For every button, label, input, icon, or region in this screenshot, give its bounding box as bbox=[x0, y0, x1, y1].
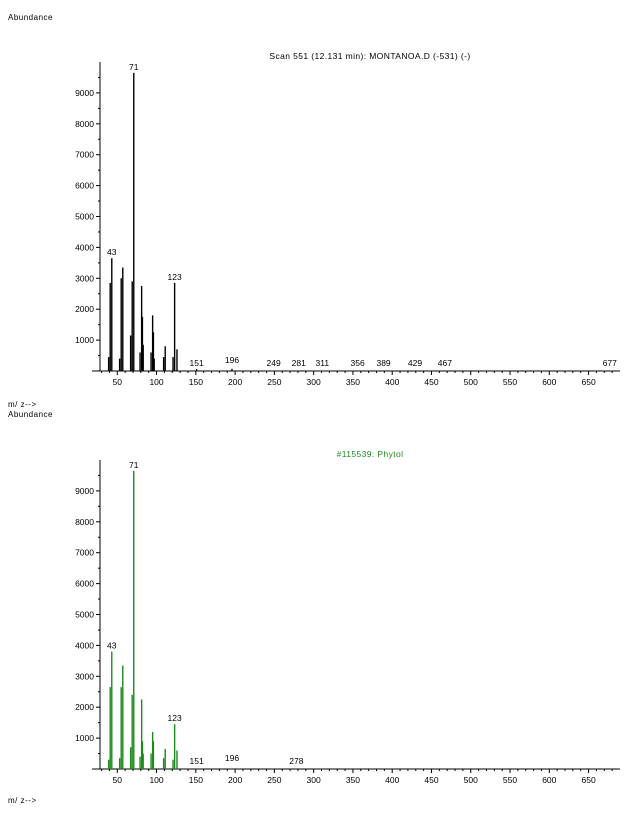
bottom-y-tick-label: 5000 bbox=[75, 610, 94, 620]
top-peak-label-249: 249 bbox=[267, 358, 281, 368]
top-peak-label-151: 151 bbox=[190, 358, 204, 368]
bottom-x-tick-label: 650 bbox=[581, 775, 595, 785]
top-x-tick-label: 150 bbox=[189, 377, 203, 387]
bottom-peak-label-278: 278 bbox=[289, 756, 303, 766]
bottom-x-tick-label: 500 bbox=[464, 775, 478, 785]
top-x-tick-label: 100 bbox=[149, 377, 163, 387]
bottom-x-tick-label: 600 bbox=[542, 775, 556, 785]
top-ylabel: Abundance bbox=[8, 13, 53, 22]
top-y-tick-label: 6000 bbox=[75, 181, 94, 191]
top-peak-label-677: 677 bbox=[603, 358, 617, 368]
bottom-x-tick-label: 100 bbox=[149, 775, 163, 785]
top-chart-title: Scan 551 (12.131 min): MONTANOA.D (-531)… bbox=[269, 51, 470, 61]
top-x-tick-label: 300 bbox=[307, 377, 321, 387]
top-y-tick-label: 7000 bbox=[75, 150, 94, 160]
top-x-tick-label: 50 bbox=[113, 377, 123, 387]
bottom-x-tick-label: 350 bbox=[346, 775, 360, 785]
bottom-xlabel: m/ z--> bbox=[8, 796, 37, 805]
top-peak-label-429: 429 bbox=[408, 358, 422, 368]
top-x-tick-label: 550 bbox=[503, 377, 517, 387]
top-xlabel: m/ z--> bbox=[8, 400, 37, 409]
top-peak-label-467: 467 bbox=[438, 358, 452, 368]
bottom-x-tick-label: 400 bbox=[385, 775, 399, 785]
bottom-y-tick-label: 3000 bbox=[75, 671, 94, 681]
bottom-x-tick-label: 200 bbox=[228, 775, 242, 785]
bottom-y-tick-label: 9000 bbox=[75, 486, 94, 496]
bottom-y-tick-label: 8000 bbox=[75, 517, 94, 527]
bottom-x-tick-label: 300 bbox=[307, 775, 321, 785]
bottom-ylabel: Abundance bbox=[8, 410, 53, 419]
bottom-x-tick-label: 150 bbox=[189, 775, 203, 785]
top-y-tick-label: 8000 bbox=[75, 119, 94, 129]
top-peak-label-311: 311 bbox=[316, 358, 330, 368]
bottom-peak-label-196: 196 bbox=[225, 753, 239, 763]
top-x-tick-label: 200 bbox=[228, 377, 242, 387]
top-x-tick-label: 450 bbox=[424, 377, 438, 387]
top-x-tick-label: 600 bbox=[542, 377, 556, 387]
top-x-tick-label: 250 bbox=[267, 377, 281, 387]
top-y-tick-label: 3000 bbox=[75, 273, 94, 283]
bottom-y-tick-label: 2000 bbox=[75, 702, 94, 712]
top-peak-label-43: 43 bbox=[107, 247, 117, 257]
top-y-tick-label: 1000 bbox=[75, 335, 94, 345]
bottom-peak-label-71: 71 bbox=[129, 460, 139, 470]
top-x-tick-label: 500 bbox=[464, 377, 478, 387]
top-peak-label-389: 389 bbox=[376, 358, 390, 368]
bottom-y-tick-label: 4000 bbox=[75, 640, 94, 650]
top-y-tick-label: 9000 bbox=[75, 88, 94, 98]
top-x-tick-label: 350 bbox=[346, 377, 360, 387]
top-y-tick-label: 2000 bbox=[75, 304, 94, 314]
bottom-y-tick-label: 7000 bbox=[75, 548, 94, 558]
top-x-tick-label: 400 bbox=[385, 377, 399, 387]
top-peak-label-356: 356 bbox=[351, 358, 365, 368]
top-peak-label-196: 196 bbox=[225, 355, 239, 365]
bottom-y-tick-label: 6000 bbox=[75, 579, 94, 589]
top-y-tick-label: 4000 bbox=[75, 242, 94, 252]
top-peak-label-71: 71 bbox=[129, 62, 139, 72]
bottom-y-tick-label: 1000 bbox=[75, 733, 94, 743]
bottom-peak-label-43: 43 bbox=[107, 641, 117, 651]
top-peak-label-281: 281 bbox=[292, 358, 306, 368]
top-peak-label-123: 123 bbox=[168, 272, 182, 282]
bottom-peak-label-151: 151 bbox=[190, 756, 204, 766]
bottom-chart-title: #115539: Phytol bbox=[337, 449, 404, 459]
bottom-x-tick-label: 450 bbox=[424, 775, 438, 785]
bottom-peak-label-123: 123 bbox=[168, 713, 182, 723]
top-y-tick-label: 5000 bbox=[75, 212, 94, 222]
bottom-x-tick-label: 250 bbox=[267, 775, 281, 785]
bottom-x-tick-label: 550 bbox=[503, 775, 517, 785]
bottom-x-tick-label: 50 bbox=[113, 775, 123, 785]
top-x-tick-label: 650 bbox=[581, 377, 595, 387]
